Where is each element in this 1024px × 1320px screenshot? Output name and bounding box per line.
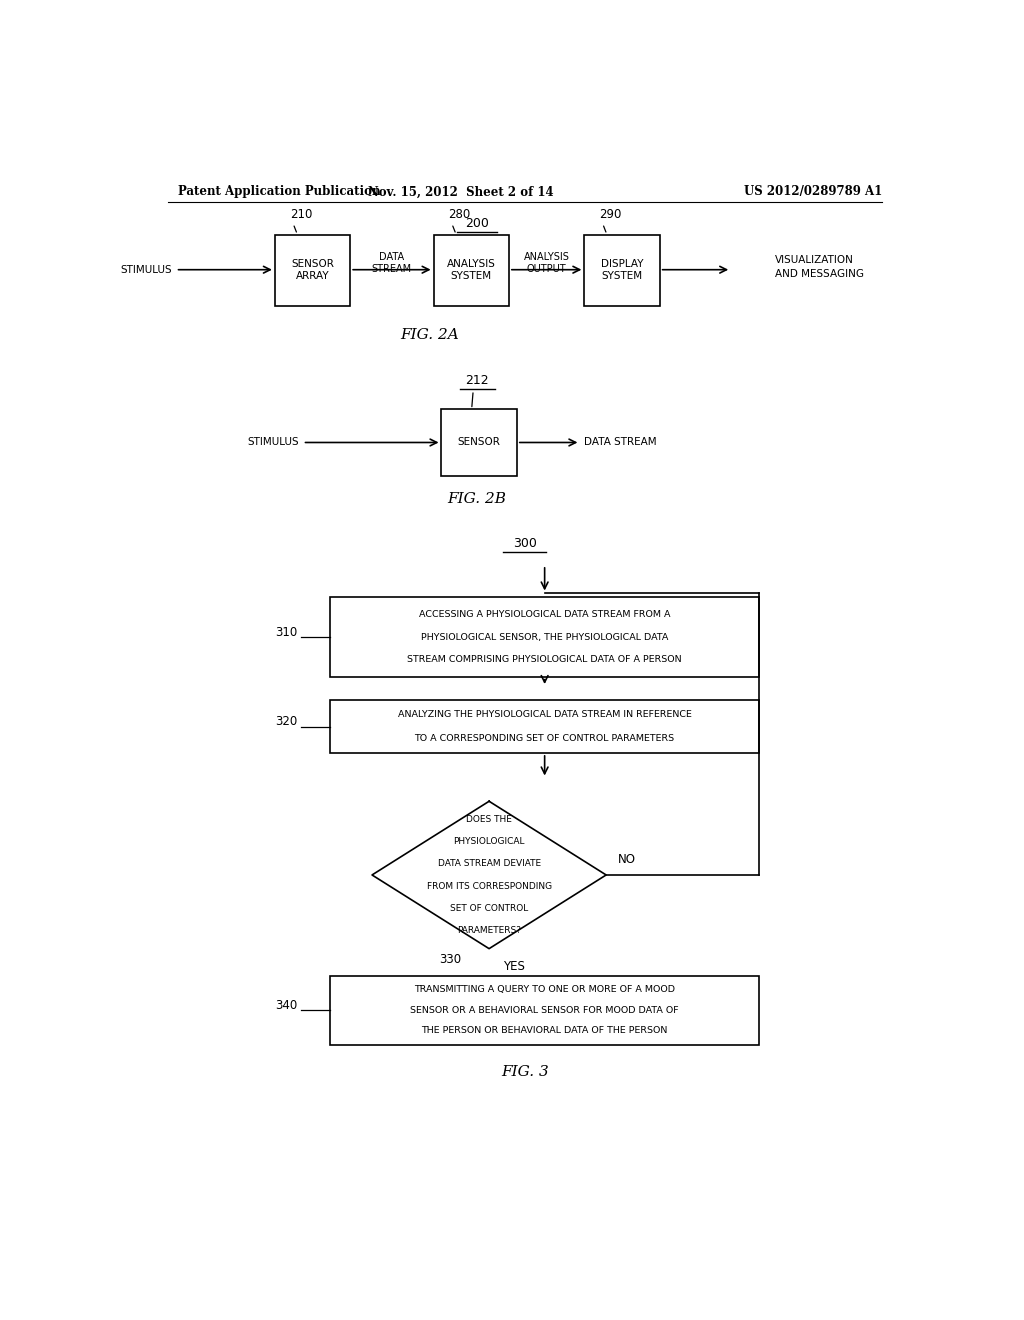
Text: STREAM COMPRISING PHYSIOLOGICAL DATA OF A PERSON: STREAM COMPRISING PHYSIOLOGICAL DATA OF … [408,655,682,664]
Text: 320: 320 [274,715,297,729]
Text: DATA STREAM DEVIATE: DATA STREAM DEVIATE [437,859,541,869]
Text: PHYSIOLOGICAL: PHYSIOLOGICAL [454,837,525,846]
Text: STIMULUS: STIMULUS [120,265,172,275]
Text: US 2012/0289789 A1: US 2012/0289789 A1 [743,185,882,198]
Text: FIG. 2B: FIG. 2B [447,492,507,506]
Text: SENSOR: SENSOR [458,437,501,447]
Text: VISUALIZATION: VISUALIZATION [775,255,854,264]
Text: DISPLAY
SYSTEM: DISPLAY SYSTEM [601,260,643,281]
Text: PHYSIOLOGICAL SENSOR, THE PHYSIOLOGICAL DATA: PHYSIOLOGICAL SENSOR, THE PHYSIOLOGICAL … [421,632,669,642]
FancyBboxPatch shape [274,235,350,306]
Text: 300: 300 [513,537,537,549]
Text: SENSOR
ARRAY: SENSOR ARRAY [291,260,334,281]
Text: 200: 200 [465,216,489,230]
Text: 212: 212 [465,374,489,387]
Text: ACCESSING A PHYSIOLOGICAL DATA STREAM FROM A: ACCESSING A PHYSIOLOGICAL DATA STREAM FR… [419,610,671,619]
FancyBboxPatch shape [331,700,759,752]
Text: PARAMETERS?: PARAMETERS? [457,927,521,936]
Text: Nov. 15, 2012  Sheet 2 of 14: Nov. 15, 2012 Sheet 2 of 14 [369,185,554,198]
Text: FIG. 2A: FIG. 2A [400,329,459,342]
Text: DATA STREAM: DATA STREAM [585,437,657,447]
Text: SENSOR OR A BEHAVIORAL SENSOR FOR MOOD DATA OF: SENSOR OR A BEHAVIORAL SENSOR FOR MOOD D… [411,1006,679,1015]
Text: ANALYZING THE PHYSIOLOGICAL DATA STREAM IN REFERENCE: ANALYZING THE PHYSIOLOGICAL DATA STREAM … [397,710,691,719]
Text: 330: 330 [439,953,461,966]
Text: FIG. 3: FIG. 3 [501,1065,549,1078]
Text: YES: YES [504,961,525,973]
FancyBboxPatch shape [331,975,759,1044]
FancyBboxPatch shape [441,409,517,475]
FancyBboxPatch shape [585,235,659,306]
Text: AND MESSAGING: AND MESSAGING [775,269,864,279]
Text: SET OF CONTROL: SET OF CONTROL [450,904,528,913]
Text: 310: 310 [274,626,297,639]
Text: OUTPUT: OUTPUT [526,264,566,273]
Text: STIMULUS: STIMULUS [247,437,299,447]
Text: DOES THE: DOES THE [466,814,512,824]
Text: TO A CORRESPONDING SET OF CONTROL PARAMETERS: TO A CORRESPONDING SET OF CONTROL PARAME… [415,734,675,743]
Text: 340: 340 [274,998,297,1011]
Text: STREAM: STREAM [372,264,412,273]
FancyBboxPatch shape [331,598,759,677]
Text: THE PERSON OR BEHAVIORAL DATA OF THE PERSON: THE PERSON OR BEHAVIORAL DATA OF THE PER… [422,1026,668,1035]
Text: FROM ITS CORRESPONDING: FROM ITS CORRESPONDING [427,882,552,891]
Text: 210: 210 [290,209,312,222]
Text: TRANSMITTING A QUERY TO ONE OR MORE OF A MOOD: TRANSMITTING A QUERY TO ONE OR MORE OF A… [414,985,675,994]
FancyBboxPatch shape [433,235,509,306]
Text: NO: NO [618,853,636,866]
Text: 290: 290 [599,209,622,222]
Text: ANALYSIS
SYSTEM: ANALYSIS SYSTEM [446,260,496,281]
Text: DATA: DATA [379,252,404,263]
Text: ANALYSIS: ANALYSIS [523,252,569,263]
Text: Patent Application Publication: Patent Application Publication [178,185,381,198]
Polygon shape [372,801,606,949]
Text: 280: 280 [449,209,471,222]
